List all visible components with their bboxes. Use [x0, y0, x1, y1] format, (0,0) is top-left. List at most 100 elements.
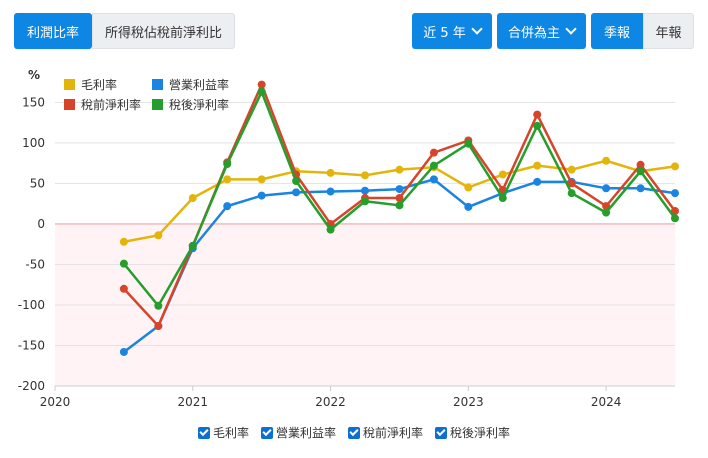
- data-point: [602, 156, 611, 165]
- data-point: [326, 168, 335, 177]
- data-point: [671, 189, 679, 198]
- y-tick-label: 50: [30, 176, 45, 190]
- x-tick-label: 2021: [178, 395, 209, 409]
- data-point: [671, 206, 679, 215]
- toggle-label: 稅後淨利率: [450, 426, 511, 440]
- data-point: [154, 301, 163, 310]
- data-point: [533, 110, 542, 119]
- data-point: [119, 237, 128, 246]
- data-point: [464, 183, 473, 192]
- data-point: [188, 241, 197, 250]
- range-dropdown[interactable]: 近 5 年: [412, 13, 492, 49]
- data-point: [567, 189, 576, 198]
- data-point: [119, 284, 128, 293]
- toggle-operating-margin[interactable]: 營業利益率: [260, 424, 336, 441]
- data-point: [429, 161, 438, 170]
- annual-button[interactable]: 年報: [643, 13, 694, 49]
- data-point: [361, 197, 369, 206]
- data-point: [671, 162, 679, 171]
- y-tick-label: -50: [25, 257, 45, 271]
- data-point: [636, 167, 645, 176]
- data-point: [429, 148, 438, 157]
- data-point: [292, 177, 301, 186]
- legend-swatch: [64, 99, 75, 110]
- y-unit-label: %: [28, 68, 40, 82]
- data-point: [429, 175, 438, 184]
- data-point: [533, 177, 542, 186]
- tab-profit-ratio[interactable]: 利潤比率: [14, 13, 92, 49]
- toggle-label: 稅前淨利率: [363, 426, 424, 440]
- data-point: [223, 202, 232, 211]
- data-point: [119, 259, 128, 268]
- data-point: [188, 194, 197, 203]
- checkbox-icon[interactable]: [435, 426, 448, 439]
- data-point: [257, 175, 266, 184]
- toggle-label: 營業利益率: [275, 426, 336, 440]
- data-point: [154, 231, 163, 240]
- bottom-legend: 毛利率 營業利益率 稅前淨利率 稅後淨利率: [0, 424, 708, 441]
- y-tick-label: -150: [18, 338, 45, 352]
- data-point: [464, 139, 473, 148]
- data-point: [257, 80, 266, 89]
- legend-label: 稅後淨利率: [169, 97, 229, 112]
- data-point: [257, 87, 266, 96]
- data-point: [395, 201, 404, 210]
- data-point: [533, 161, 542, 170]
- data-point: [602, 208, 611, 217]
- data-point: [395, 185, 404, 194]
- data-point: [567, 165, 576, 174]
- x-tick-label: 2020: [40, 395, 71, 409]
- checkbox-icon[interactable]: [197, 426, 210, 439]
- legend-swatch: [152, 79, 163, 90]
- toggle-gross-margin[interactable]: 毛利率: [197, 424, 249, 441]
- range-label: 近 5 年: [423, 25, 466, 41]
- data-point: [257, 191, 266, 200]
- legend-label: 營業利益率: [169, 77, 229, 92]
- checkbox-icon[interactable]: [348, 426, 360, 439]
- x-tick-label: 2022: [315, 395, 346, 409]
- legend-swatch: [64, 79, 75, 90]
- data-point: [498, 170, 507, 179]
- data-point: [395, 165, 404, 174]
- data-point: [395, 194, 404, 203]
- legend-swatch: [152, 99, 163, 110]
- profit-ratio-chart: 150 100 50 0 -50 -100 -150 -200% 2020 2021 2022 202…: [18, 68, 679, 409]
- data-point: [602, 184, 611, 193]
- x-tick-label: 2024: [591, 395, 622, 409]
- data-point: [326, 187, 335, 196]
- data-point: [361, 186, 369, 195]
- data-point: [326, 225, 335, 234]
- y-tick-label: 100: [22, 136, 45, 150]
- toggle-label: 毛利率: [212, 426, 249, 440]
- data-point: [154, 322, 163, 331]
- data-point: [223, 159, 232, 168]
- data-point: [602, 202, 611, 211]
- data-point: [464, 202, 473, 211]
- data-point: [567, 179, 576, 188]
- x-tick-label: 2023: [453, 395, 484, 409]
- toggle-pretax-margin[interactable]: 稅前淨利率: [348, 424, 423, 441]
- y-tick-label: -100: [18, 298, 45, 312]
- data-point: [636, 184, 645, 193]
- legend-label: 毛利率: [81, 77, 117, 92]
- toggle-net-margin[interactable]: 稅後淨利率: [435, 424, 510, 441]
- quarterly-button[interactable]: 季報: [591, 13, 643, 49]
- legend-label: 稅前淨利率: [81, 97, 141, 112]
- series-1: [119, 175, 679, 356]
- data-point: [119, 347, 128, 356]
- basis-label: 合併為主: [507, 25, 560, 41]
- series-3: [119, 87, 679, 310]
- data-point: [361, 171, 369, 180]
- data-point: [498, 194, 507, 203]
- tab-tax-ratio[interactable]: 所得稅佔稅前淨利比: [92, 13, 235, 49]
- checkbox-icon[interactable]: [260, 426, 273, 439]
- data-point: [636, 160, 645, 169]
- data-point: [292, 188, 301, 197]
- y-tick-label: 0: [37, 217, 45, 231]
- data-point: [671, 214, 679, 223]
- data-point: [533, 121, 542, 130]
- data-point: [223, 175, 232, 184]
- y-tick-label: -200: [18, 379, 45, 393]
- y-tick-label: 150: [22, 95, 45, 109]
- basis-dropdown[interactable]: 合併為主: [497, 13, 586, 49]
